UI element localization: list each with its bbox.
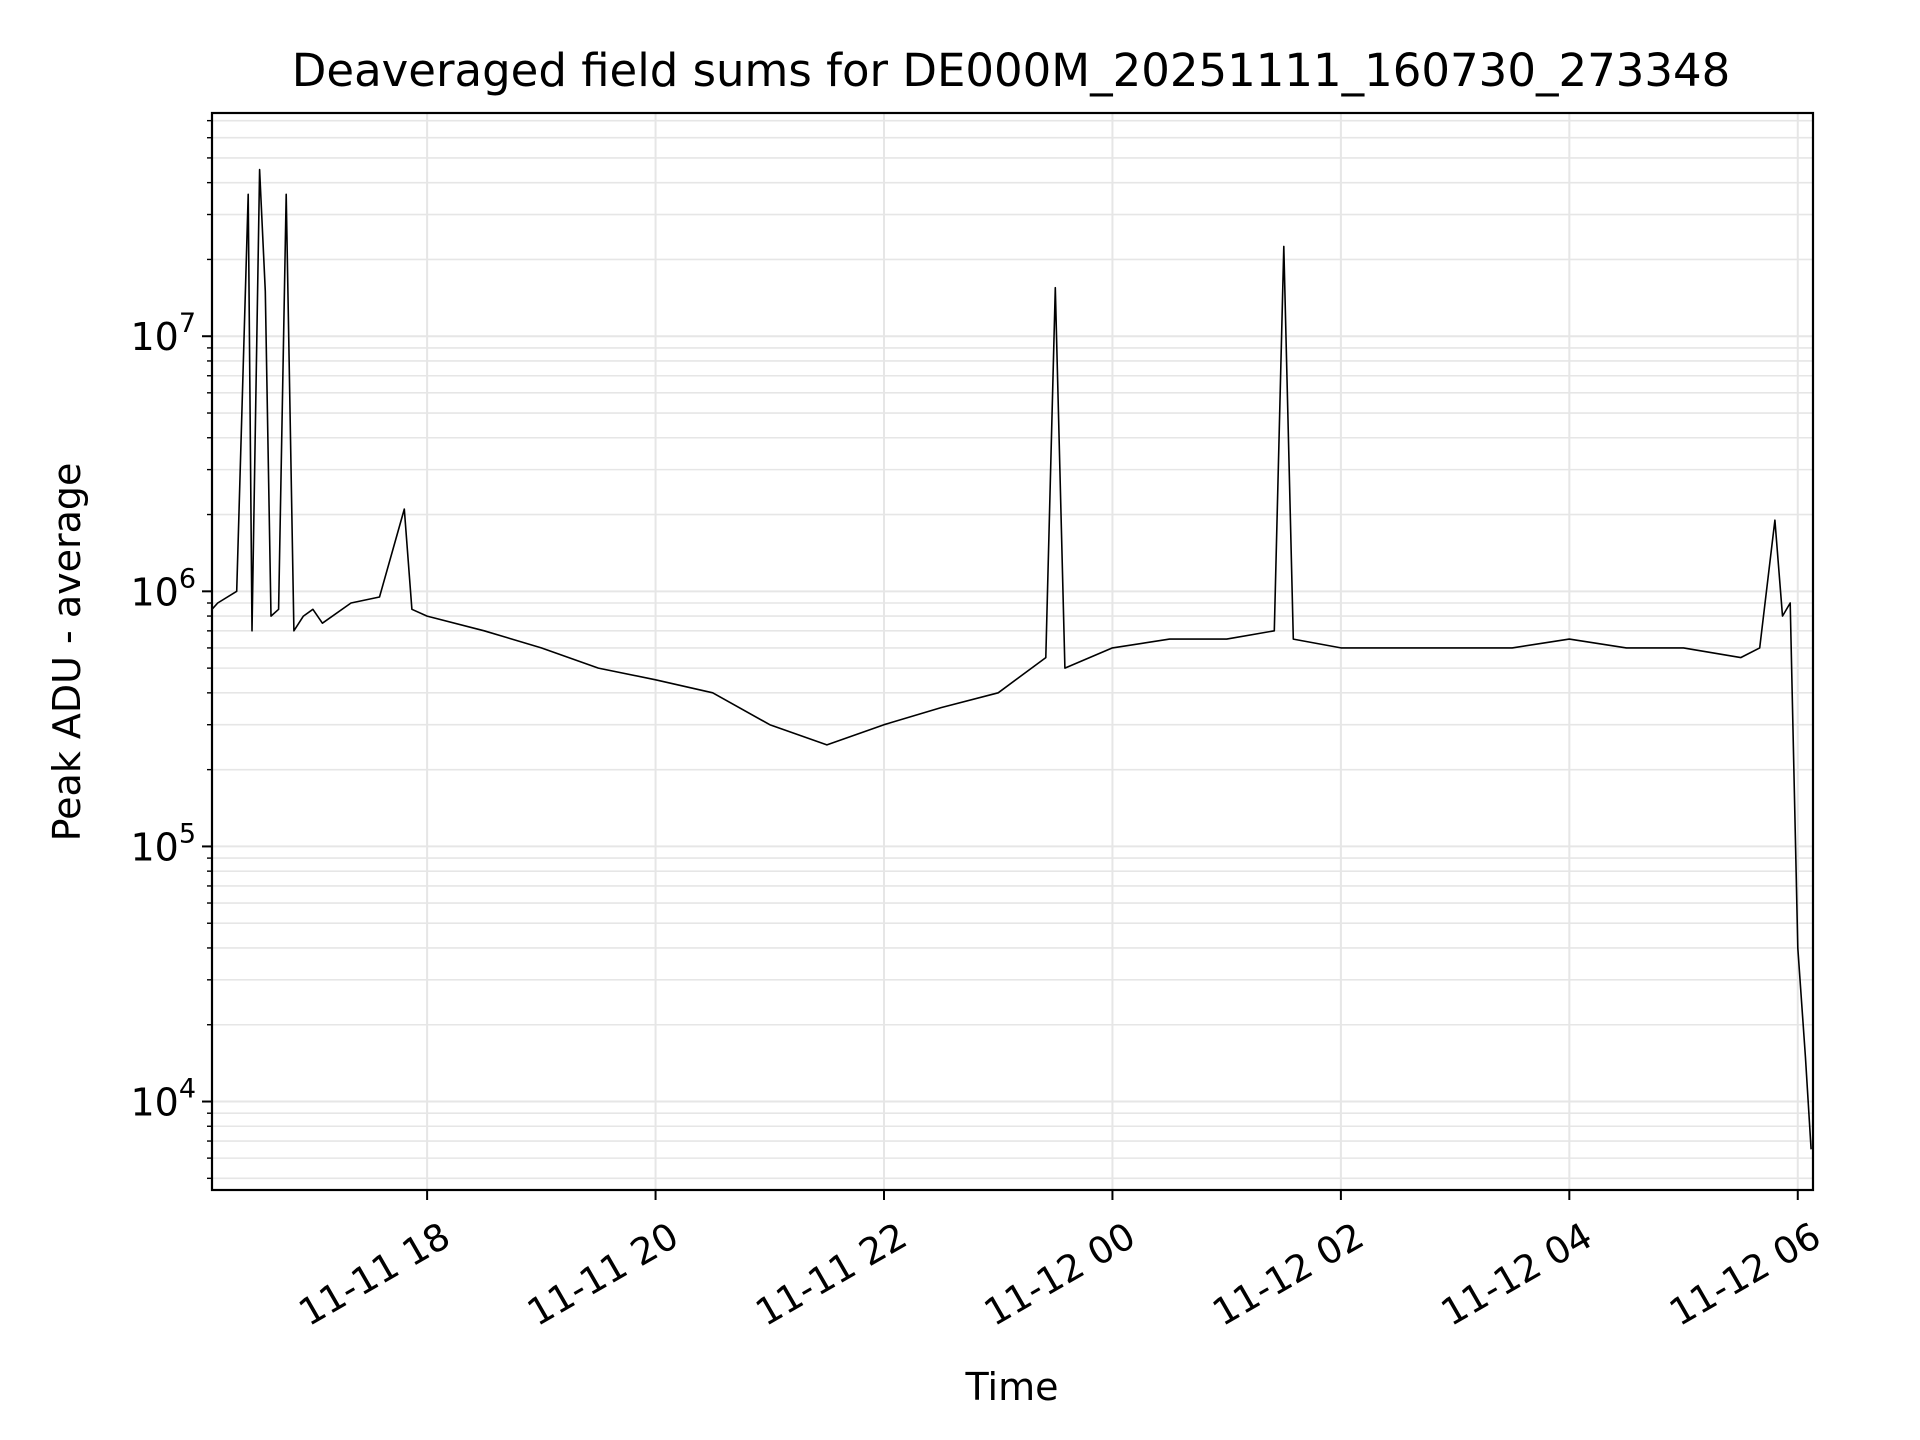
- y-tick-label: 106: [130, 563, 196, 614]
- y-tick-label-exponent: 7: [179, 308, 196, 339]
- plot-frame: [210, 111, 1815, 1192]
- chart-title: Deaveraged field sums for DE000M_2025111…: [292, 44, 1730, 97]
- y-tick-label: 105: [130, 818, 196, 869]
- plot-area: [211, 168, 1812, 1150]
- y-tick-label-exponent: 6: [179, 563, 196, 594]
- y-tick-label-exponent: 4: [179, 1074, 196, 1105]
- y-tick-label: 107: [130, 308, 196, 359]
- data-series-line: [211, 168, 1812, 1150]
- y-tick-label-exponent: 5: [179, 818, 196, 849]
- y-tick-label: 104: [130, 1074, 196, 1125]
- y-tick-label-base: 10: [130, 825, 178, 869]
- y-tick-label-base: 10: [130, 315, 178, 359]
- grid: [212, 113, 1813, 1190]
- y-tick-label-base: 10: [130, 570, 178, 614]
- y-axis-label: Peak ADU - average: [45, 463, 89, 842]
- y-tick-label-base: 10: [130, 1081, 178, 1125]
- x-axis-label: Time: [965, 1365, 1059, 1409]
